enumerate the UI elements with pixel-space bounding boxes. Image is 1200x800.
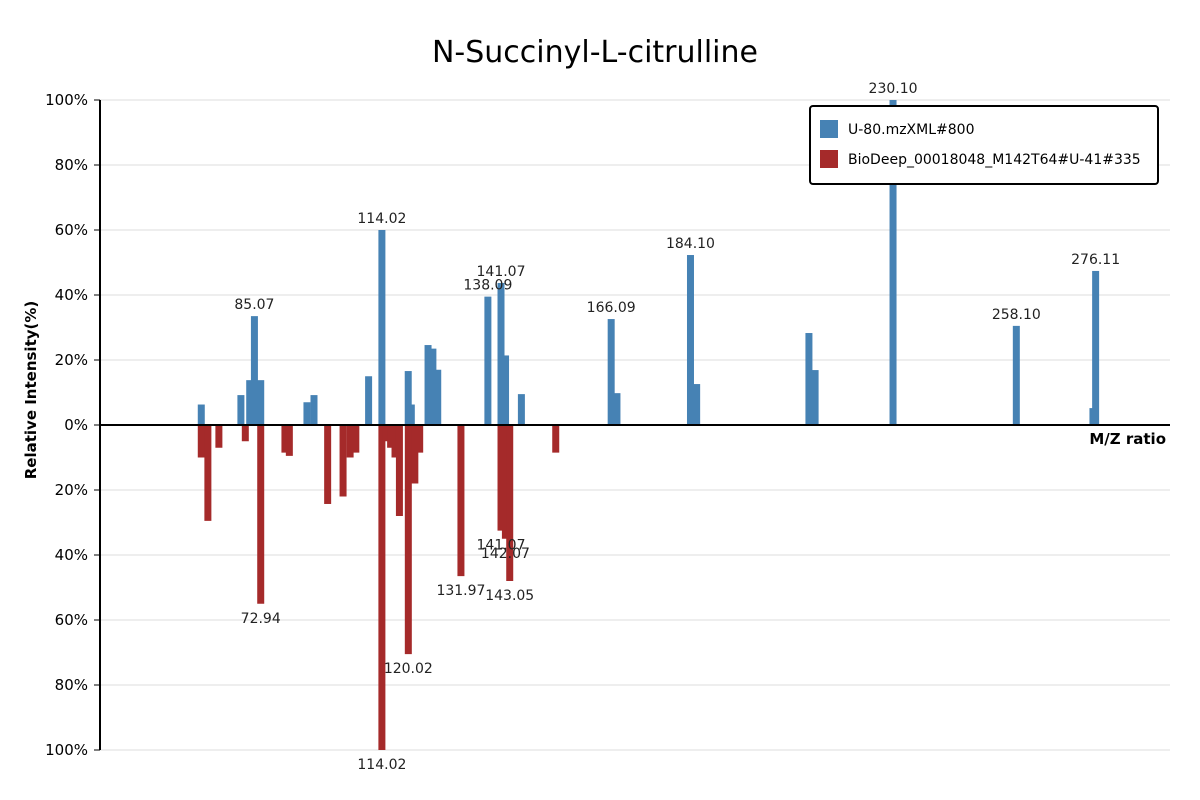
upper-peak-bar (811, 370, 819, 425)
y-tick-label: 20% (55, 351, 88, 369)
peak-label: 72.94 (241, 611, 281, 627)
peak-label: 258.10 (992, 307, 1041, 323)
lower-peak-bar (416, 425, 424, 453)
upper-series-bars (197, 100, 1100, 425)
upper-peak-bar (889, 100, 897, 425)
upper-peak-bar (257, 380, 265, 425)
upper-peak-bar (246, 380, 254, 425)
lower-peak-bar (346, 425, 354, 458)
upper-peak-bar (434, 369, 442, 425)
upper-peak-bar (429, 348, 437, 425)
upper-peak-bar (424, 345, 432, 425)
upper-peak-bar (1012, 325, 1020, 425)
lower-peak-bar (285, 425, 293, 456)
lower-peak-bar (501, 425, 509, 539)
lower-peak-bar (241, 425, 249, 442)
y-tick-label: 0% (64, 416, 88, 434)
peak-label: 141.07 (477, 538, 526, 554)
peak-label: 138.09 (463, 278, 512, 294)
upper-peak-bar (310, 395, 318, 425)
upper-peak-bar (197, 404, 205, 425)
upper-peak-bar (378, 230, 386, 425)
legend-label-lower: BioDeep_00018048_M142T64#U-41#335 (848, 152, 1141, 168)
upper-peak-bar (805, 333, 813, 425)
peak-label: 85.07 (234, 297, 274, 313)
lower-peak-bar (391, 425, 399, 458)
y-tick-labels: 100% 80% 60% 40% 20% 0% 20% 40% 60% 80% 100% (45, 91, 100, 759)
upper-peak-bar (517, 394, 525, 425)
grid-lines (100, 99, 1170, 751)
lower-peak-bar (197, 425, 205, 458)
chart-title: N-Succinyl-L-citrulline (432, 35, 758, 70)
lower-peak-bar (497, 425, 505, 531)
y-tick-label: 20% (55, 481, 88, 499)
peak-label: 143.05 (485, 588, 534, 604)
lower-peak-bar (257, 425, 265, 604)
lower-peak-bar (457, 425, 465, 577)
lower-peak-bar (281, 425, 289, 453)
y-tick-label: 40% (55, 546, 88, 564)
peak-label: 230.10 (869, 81, 918, 97)
upper-peak-bar (250, 316, 258, 425)
lower-peak-bar (506, 425, 514, 581)
y-tick-label: 80% (55, 676, 88, 694)
peak-label: 142.07 (481, 546, 530, 562)
legend-label-upper: U-80.mzXML#800 (848, 122, 974, 138)
lower-peak-bar (387, 425, 395, 448)
legend-swatch-upper (820, 120, 838, 138)
lower-peak-bar (411, 425, 419, 484)
lower-series-bars (197, 425, 560, 750)
upper-peak-bar (613, 393, 621, 425)
peak-labels: 85.07114.02138.09141.07166.09184.10230.1… (234, 81, 1120, 773)
upper-peak-bar (686, 255, 694, 425)
upper-peak-bar (693, 384, 701, 425)
peak-label: 120.02 (384, 661, 433, 677)
lower-peak-bar (204, 425, 212, 521)
y-tick-label: 40% (55, 286, 88, 304)
lower-peak-bar (339, 425, 347, 497)
upper-peak-bar (407, 404, 415, 425)
peak-label: 184.10 (666, 236, 715, 252)
upper-peak-bar (1092, 270, 1100, 425)
y-tick-label: 100% (45, 741, 88, 759)
upper-peak-bar (484, 296, 492, 425)
lower-peak-bar (395, 425, 403, 516)
lower-peak-bar (352, 425, 360, 453)
peak-label: 114.02 (357, 211, 406, 227)
y-axis-title: Relative Intensity(%) (22, 301, 40, 480)
upper-peak-bar (607, 319, 615, 425)
y-tick-label: 60% (55, 611, 88, 629)
legend-swatch-lower (820, 150, 838, 168)
lower-peak-bar (404, 425, 412, 655)
peak-label: 114.02 (357, 757, 406, 773)
lower-peak-bar (215, 425, 223, 448)
peak-label: 131.97 (436, 583, 485, 599)
y-tick-label: 80% (55, 156, 88, 174)
y-tick-label: 60% (55, 221, 88, 239)
lower-peak-bar (324, 425, 332, 504)
axes (99, 100, 1170, 750)
lower-peak-bar (382, 425, 390, 442)
upper-peak-bar (404, 371, 412, 425)
y-tick-label: 100% (45, 91, 88, 109)
peak-label: 276.11 (1071, 252, 1120, 268)
peak-label: 141.07 (477, 264, 526, 280)
peak-label: 166.09 (587, 300, 636, 316)
upper-peak-bar (237, 395, 245, 425)
legend: U-80.mzXML#800 BioDeep_00018048_M142T64#… (809, 105, 1159, 185)
lower-peak-bar (378, 425, 386, 750)
upper-peak-bar (303, 402, 311, 425)
upper-peak-bar (502, 355, 510, 425)
upper-peak-bar (497, 282, 505, 425)
legend-box (809, 105, 1159, 185)
x-axis-title: M/Z ratio (1089, 430, 1166, 448)
upper-peak-bar (365, 376, 373, 425)
lower-peak-bar (552, 425, 560, 453)
